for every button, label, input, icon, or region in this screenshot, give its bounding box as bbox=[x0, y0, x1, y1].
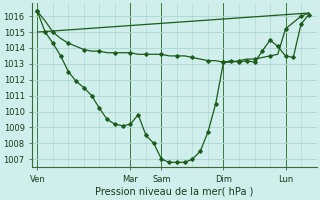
X-axis label: Pression niveau de la mer( hPa ): Pression niveau de la mer( hPa ) bbox=[95, 187, 253, 197]
